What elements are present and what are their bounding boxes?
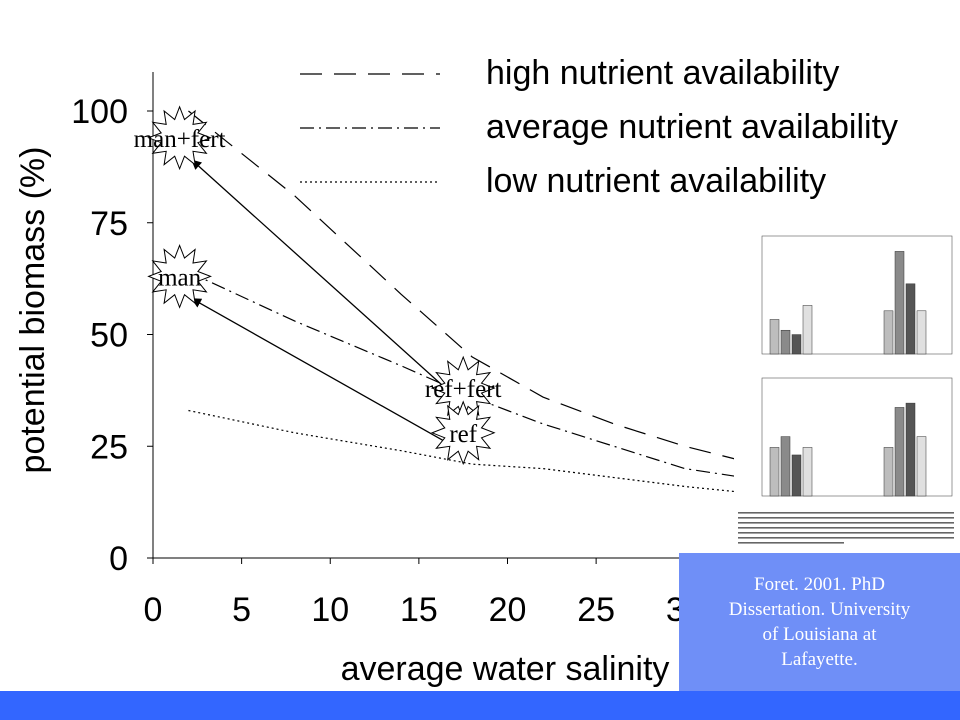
inset-bar <box>791 454 802 497</box>
inset-bar <box>780 329 791 355</box>
x-tick-label: 10 <box>311 591 349 629</box>
inset-bar <box>791 334 802 355</box>
legend-label: low nutrient availability <box>486 162 826 200</box>
inset-bar <box>916 436 927 497</box>
annotation-label: man <box>158 264 202 291</box>
inset-caption-line <box>738 522 954 524</box>
y-tick-label: 25 <box>90 428 128 466</box>
inset-plot-frame <box>761 377 953 497</box>
arrow <box>191 298 446 443</box>
x-tick-label: 20 <box>489 591 527 629</box>
citation-line: of Louisiana at <box>762 624 877 645</box>
inset-caption-line <box>738 517 954 519</box>
legend-label: high nutrient availability <box>486 54 839 92</box>
citation-box: Foret. 2001. PhD Dissertation. Universit… <box>679 553 960 691</box>
inset-bar <box>883 310 894 355</box>
inset-caption-line <box>738 527 954 529</box>
annotation-label: ref <box>449 421 477 448</box>
annotation-label: man+fert <box>134 126 226 153</box>
x-axis-label: average water salinity <box>341 650 670 688</box>
inset-plot-frame <box>761 235 953 355</box>
inset-bar <box>802 305 813 355</box>
starburst-shape <box>147 244 212 309</box>
legend-label: average nutrient availability <box>486 108 898 146</box>
inset-bar <box>916 310 927 355</box>
x-tick-label: 0 <box>144 591 163 629</box>
starburst-callout: man <box>147 244 212 309</box>
arrow <box>191 159 446 389</box>
inset-bar <box>894 251 905 355</box>
series-layer <box>188 110 863 505</box>
inset-caption-line <box>738 532 954 534</box>
starburst-shape <box>147 105 212 171</box>
inset-bar <box>905 402 916 497</box>
annotation-layer: man+fert man ref+fert ref <box>134 105 502 466</box>
starburst-callout: ref <box>430 400 496 466</box>
footer-bar <box>0 691 960 720</box>
inset-bar <box>883 447 894 497</box>
inset-figure <box>734 222 960 548</box>
y-axis-label: potential biomass (%) <box>14 147 52 474</box>
x-tick-label: 15 <box>400 591 438 629</box>
arrow-layer <box>191 159 446 443</box>
annotation-label: ref+fert <box>425 376 502 403</box>
inset-bar <box>769 319 780 355</box>
inset-bar <box>905 283 916 355</box>
inset-bar <box>780 436 791 497</box>
citation-line: Lafayette. <box>781 649 858 670</box>
y-tick-label: 75 <box>90 205 128 243</box>
inset-caption-line <box>738 537 954 539</box>
series-line <box>188 110 863 483</box>
starburst-callout: ref+fert <box>425 355 502 421</box>
citation-line: Foret. 2001. PhD <box>754 574 885 595</box>
inset-bar <box>802 447 813 497</box>
citation-line: Dissertation. University <box>728 599 911 620</box>
x-tick-label: 5 <box>232 591 251 629</box>
y-tick-label: 0 <box>109 540 128 578</box>
y-tick-label: 50 <box>90 317 128 355</box>
legend: high nutrient availability average nutrie… <box>300 54 898 200</box>
inset-bar <box>894 407 905 497</box>
inset-bar <box>769 447 780 497</box>
starburst-shape <box>430 400 496 466</box>
inset-caption-line <box>738 542 844 544</box>
inset-bar-charts <box>738 235 954 544</box>
y-tick-label: 100 <box>71 93 128 131</box>
inset-caption-line <box>738 512 954 514</box>
starburst-callout: man+fert <box>134 105 226 171</box>
x-tick-label: 25 <box>577 591 615 629</box>
